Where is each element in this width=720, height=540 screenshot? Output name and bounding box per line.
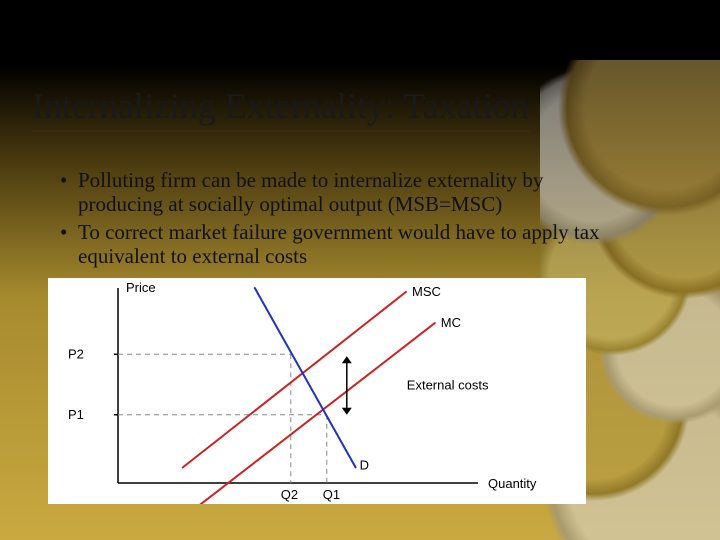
msc-curve: [183, 292, 406, 468]
msc-label: MSC: [412, 284, 441, 299]
bullet-item: To correct market failure government wou…: [64, 220, 608, 268]
slide-root: Internalizing Externality: Taxation Poll…: [0, 0, 720, 540]
bullet-item: Polluting firm can be made to internaliz…: [64, 168, 608, 216]
demand-curve: [255, 288, 356, 467]
external-costs-arrow: [342, 356, 352, 415]
bullet-list: Polluting firm can be made to internaliz…: [48, 168, 608, 273]
x-axis-label: Quantity: [488, 476, 537, 491]
externality-chart: Price Quantity MSC MC D P2 P1 Q2 Q1 Exte…: [48, 278, 586, 504]
p1-label: P1: [68, 407, 84, 422]
mc-label: MC: [441, 315, 461, 330]
p2-label: P2: [68, 346, 84, 361]
chart-svg: Price Quantity MSC MC D P2 P1 Q2 Q1 Exte…: [48, 278, 586, 504]
guides: [114, 354, 327, 483]
slide-title: Internalizing Externality: Taxation: [32, 88, 529, 132]
y-axis-label: Price: [126, 280, 156, 295]
external-costs-label: External costs: [407, 378, 489, 393]
q2-label: Q2: [281, 487, 298, 502]
mc-curve: [183, 323, 435, 504]
demand-label: D: [360, 457, 369, 472]
q1-label: Q1: [323, 487, 340, 502]
